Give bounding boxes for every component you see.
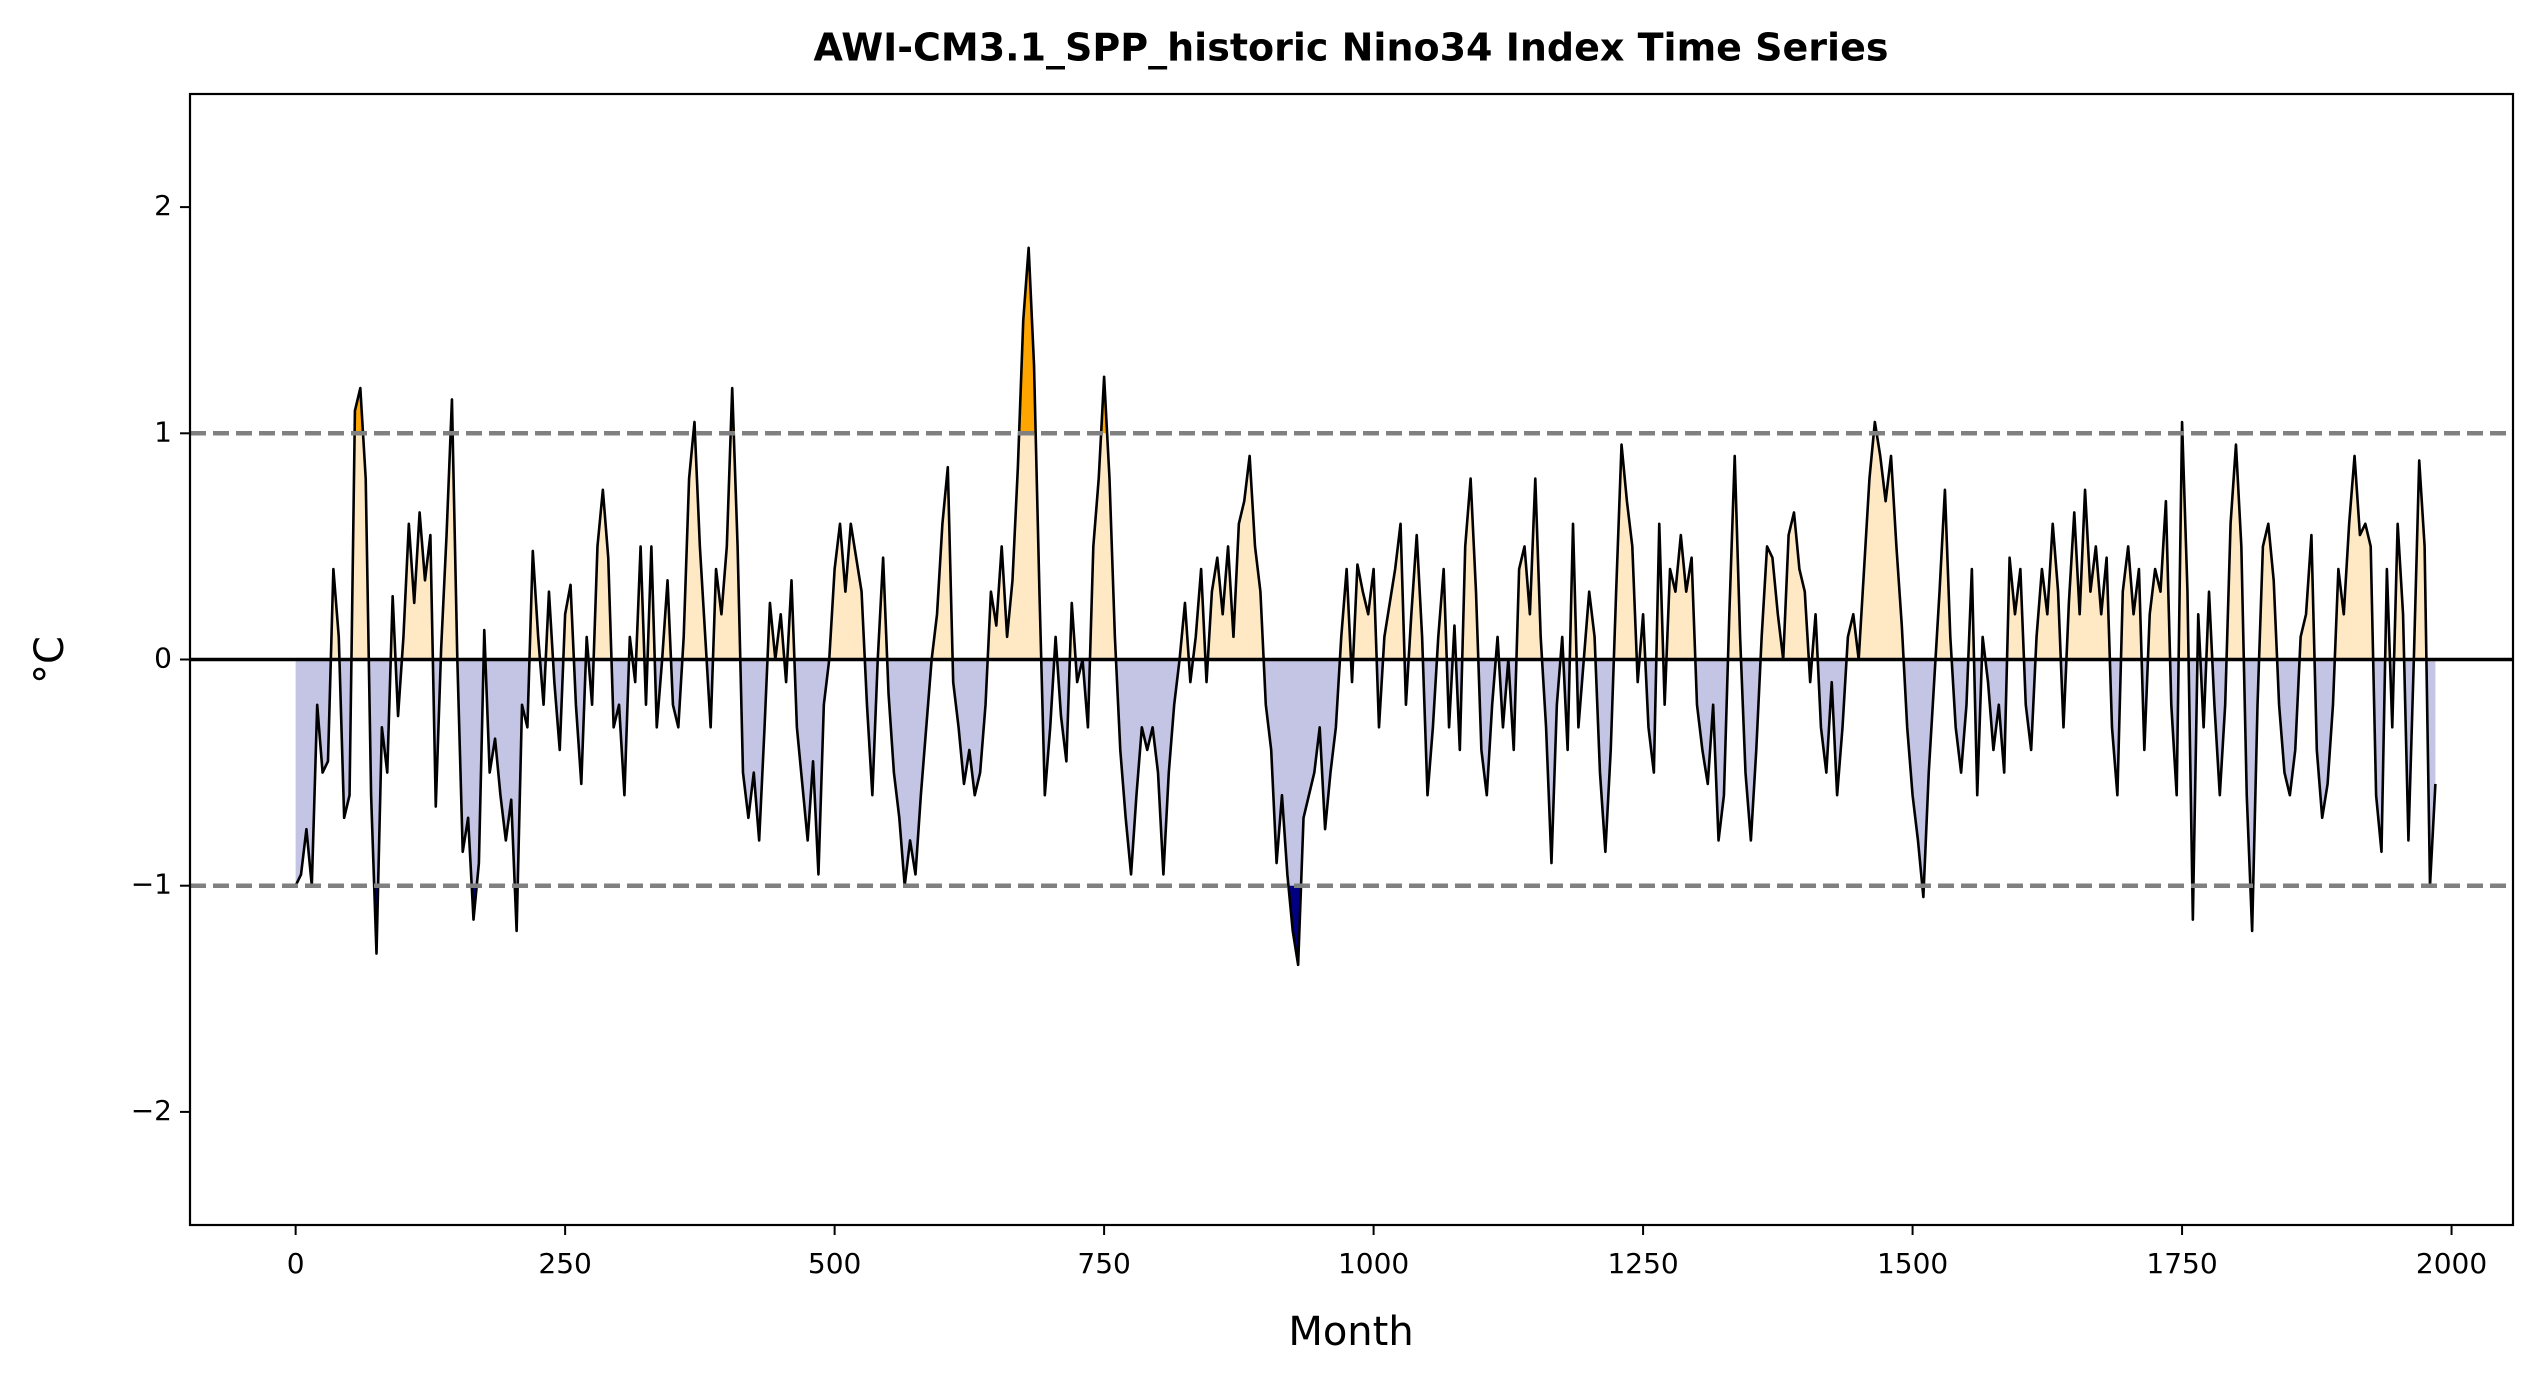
x-tick-label: 1250 [1607, 1247, 1678, 1280]
area-fill [295, 659, 2436, 965]
y-tick-label: −1 [131, 868, 172, 901]
y-axis-label: °C [27, 636, 73, 684]
x-tick-label: 250 [538, 1247, 591, 1280]
y-tick-label: 1 [154, 415, 172, 448]
x-tick-label: 1000 [1338, 1247, 1409, 1280]
x-tick-label: 0 [287, 1247, 305, 1280]
y-tick-label: 2 [154, 189, 172, 222]
x-tick-label: 500 [808, 1247, 861, 1280]
index-line [294, 246, 2437, 967]
y-tick-label: −2 [131, 1094, 172, 1127]
x-tick-label: 1500 [1877, 1247, 1948, 1280]
chart-title: AWI-CM3.1_SPP_historic Nino34 Index Time… [814, 26, 1889, 70]
x-tick-label: 750 [1077, 1247, 1130, 1280]
x-tick-label: 1750 [2146, 1247, 2217, 1280]
y-tick-label: 0 [154, 642, 172, 675]
x-axis-label: Month [1288, 1309, 1413, 1355]
x-tick-label: 2000 [2416, 1247, 2487, 1280]
